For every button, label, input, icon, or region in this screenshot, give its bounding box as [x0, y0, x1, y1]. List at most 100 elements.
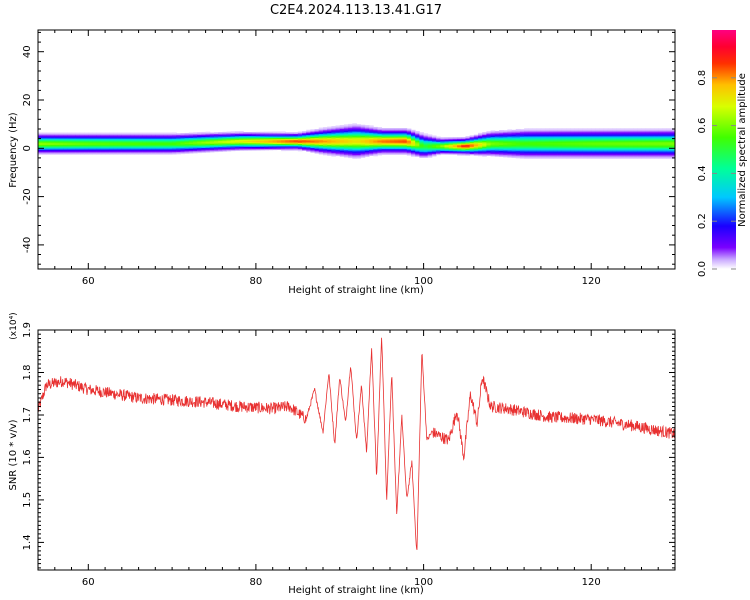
heatmap-cell [566, 147, 571, 150]
heatmap-cell [574, 128, 580, 130]
heatmap-cell [431, 137, 437, 140]
heatmap-cell [239, 134, 244, 137]
heatmap-cell [381, 131, 387, 134]
heatmap-cell [88, 150, 93, 153]
heatmap-cell [209, 147, 215, 149]
heatmap-cell [595, 131, 600, 134]
heatmap-cell [364, 148, 370, 150]
heatmap-cell [331, 135, 336, 138]
heatmap-cell [486, 135, 491, 137]
heatmap-cell [402, 141, 408, 143]
heatmap-cell [385, 142, 391, 145]
heatmap-cell [58, 135, 64, 137]
heatmap-cell [38, 136, 43, 138]
heatmap-cell [498, 154, 504, 156]
heatmap-cell [507, 137, 512, 140]
heatmap-cell [624, 148, 630, 151]
heatmap-cell [222, 147, 227, 150]
heatmap-cell [545, 147, 550, 150]
heatmap-cell [234, 142, 240, 144]
heatmap-cell [218, 134, 223, 137]
heatmap-cell [641, 136, 647, 139]
heatmap-cell [318, 129, 324, 132]
heatmap-cell [566, 143, 571, 146]
heatmap-cell [591, 145, 596, 147]
heatmap-cell [234, 133, 240, 136]
heatmap-cell [146, 148, 152, 150]
heatmap-cell [327, 145, 332, 148]
heatmap-cell [457, 151, 462, 154]
heatmap-cell [184, 147, 190, 150]
heatmap-cell [482, 138, 487, 140]
heatmap-cell [163, 133, 169, 136]
heatmap-cell [410, 152, 416, 155]
heatmap-cell [385, 143, 391, 146]
heatmap-cell [570, 143, 575, 146]
heatmap-cell [38, 145, 43, 148]
heatmap-cell [603, 128, 609, 130]
heatmap-cell [498, 145, 504, 148]
heatmap-cell [628, 134, 634, 136]
heatmap-cell [570, 128, 575, 130]
heatmap-cell [503, 141, 508, 143]
heatmap-cell [134, 144, 139, 147]
heatmap-cell [285, 134, 290, 137]
colorbar-tick-label: 0.8 [697, 70, 708, 86]
heatmap-cell [406, 150, 412, 152]
heatmap-cell [251, 141, 257, 144]
heatmap-cell [276, 141, 282, 143]
heatmap-cell [327, 138, 332, 141]
heatmap-cell [494, 151, 500, 154]
heatmap-cell [167, 139, 173, 142]
heatmap-cell [507, 134, 512, 136]
heatmap-cell [461, 145, 466, 148]
heatmap-cell [314, 132, 320, 135]
heatmap-cell [436, 143, 441, 146]
heatmap-cell [222, 136, 227, 139]
heatmap-cell [100, 138, 106, 141]
heatmap-cell [79, 148, 85, 150]
heatmap-cell [490, 154, 496, 157]
heatmap-cell [511, 131, 517, 133]
heatmap-cell [381, 137, 387, 140]
heatmap-cell [641, 139, 647, 141]
heatmap-cell [356, 126, 362, 129]
heatmap-cell [440, 150, 445, 153]
heatmap-cell [92, 137, 98, 140]
heatmap-cell [473, 137, 479, 139]
heatmap-cell [654, 147, 659, 150]
heatmap-cell [243, 149, 248, 151]
heatmap-cell [427, 140, 433, 143]
heatmap-cell [440, 143, 445, 145]
heatmap-cell [457, 146, 462, 149]
heatmap-cell [193, 143, 198, 145]
heatmap-cell [511, 149, 517, 151]
heatmap-cell [553, 135, 559, 138]
heatmap-cell [549, 156, 554, 158]
heatmap-cell [641, 142, 647, 145]
heatmap-cell [595, 143, 600, 146]
heatmap-cell [92, 135, 98, 137]
heatmap-cell [302, 131, 307, 133]
heatmap-cell [281, 147, 286, 149]
heatmap-cell [377, 132, 383, 134]
heatmap-cell [50, 151, 56, 154]
heatmap-cell [180, 141, 186, 144]
heatmap-cell [561, 139, 567, 141]
heatmap-cell [423, 134, 429, 137]
heatmap-cell [486, 133, 491, 136]
heatmap-cell [373, 137, 378, 140]
heatmap-cell [109, 138, 114, 141]
heatmap-cell [524, 153, 529, 156]
heatmap-cell [633, 139, 638, 141]
heatmap-cell [431, 150, 437, 152]
heatmap-cell [536, 136, 542, 139]
heatmap-cell [570, 142, 575, 145]
heatmap-cell [557, 146, 563, 148]
heatmap-cell [117, 149, 123, 152]
heatmap-cell [423, 149, 429, 151]
heatmap-cell [574, 141, 580, 144]
heatmap-cell [54, 145, 60, 148]
heatmap-cell [369, 125, 374, 128]
heatmap-cell [268, 138, 274, 141]
